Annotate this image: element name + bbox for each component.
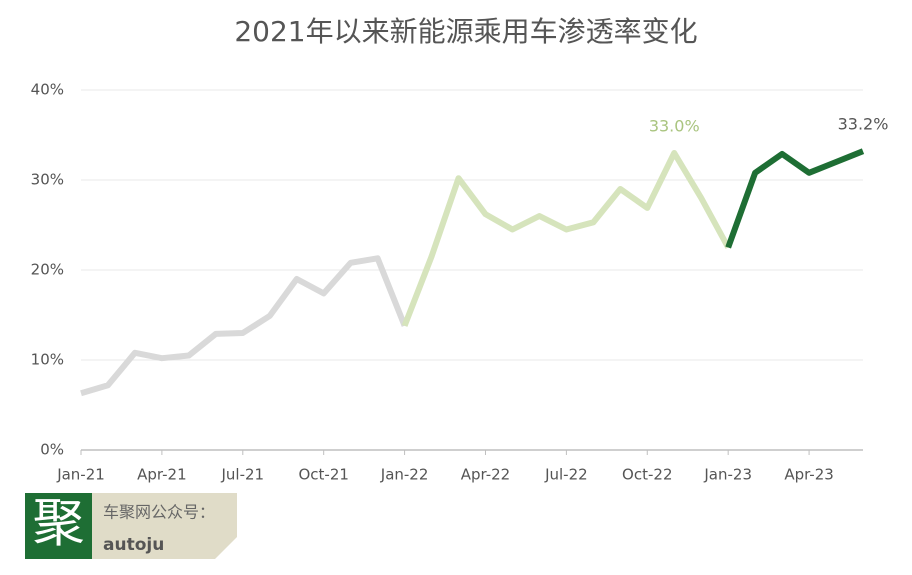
watermark: 聚 车聚网公众号： autoju xyxy=(25,493,237,559)
y-tick-label: 10% xyxy=(31,351,64,369)
value-label: 33.2% xyxy=(838,115,889,134)
x-tick-label: Apr-23 xyxy=(784,466,834,484)
x-tick-label: Jul-22 xyxy=(544,466,588,484)
x-tick-label: Jul-21 xyxy=(220,466,264,484)
logo-text: 聚 xyxy=(32,494,84,554)
x-tick-label: Jan-23 xyxy=(703,466,752,484)
chart-title: 2021年以来新能源乘用车渗透率变化 xyxy=(234,15,697,48)
value-label: 33.0% xyxy=(649,117,700,136)
caption: 车聚网公众号： xyxy=(103,503,215,522)
line xyxy=(80,255,408,397)
x-tick-label: Oct-22 xyxy=(622,466,672,484)
x-tick-label: Apr-21 xyxy=(137,466,187,484)
x-tick-label: Jan-22 xyxy=(380,466,429,484)
logo-box xyxy=(25,493,92,559)
y-tick-label: 30% xyxy=(31,171,64,189)
y-tick-label: 40% xyxy=(31,81,64,99)
line xyxy=(401,150,731,327)
y-tick-label: 20% xyxy=(31,261,64,279)
account: autoju xyxy=(103,535,164,555)
y-tick-label: 0% xyxy=(40,441,64,459)
caption-box xyxy=(92,493,237,559)
line xyxy=(725,148,865,249)
x-tick-label: Jan-21 xyxy=(56,466,105,484)
x-tick-label: Oct-21 xyxy=(298,466,348,484)
x-tick-label: Apr-22 xyxy=(461,466,511,484)
